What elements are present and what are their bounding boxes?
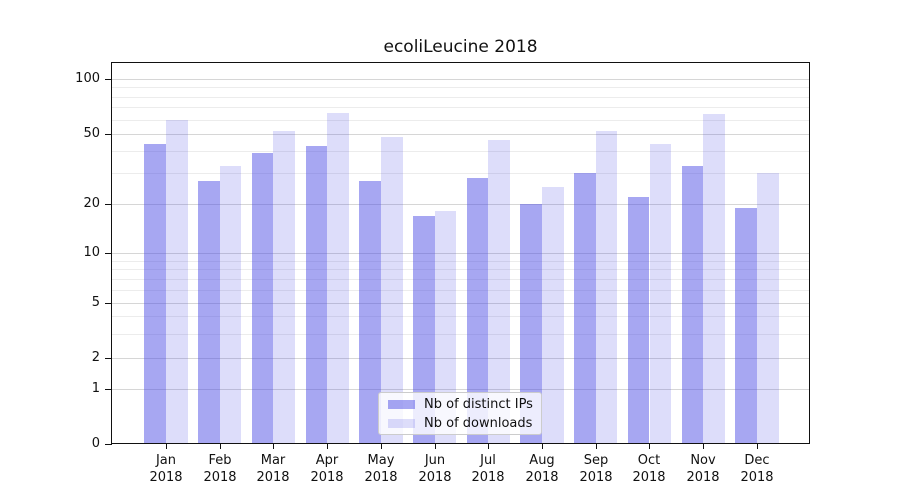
y-tick-mark <box>105 358 112 359</box>
bar-downloads <box>380 137 403 443</box>
x-tick-mark <box>596 444 597 449</box>
chart-title: ecoliLeucine 2018 <box>383 37 538 57</box>
y-tick-mark <box>105 204 112 205</box>
x-tick-mark <box>381 444 382 449</box>
y-tick-label: 5 <box>91 295 100 310</box>
bar-downloads <box>703 114 725 443</box>
y-tick-label: 2 <box>91 350 100 365</box>
gridline-minor <box>112 120 809 121</box>
x-tick-mark <box>542 444 543 449</box>
x-tick-label: Feb 2018 <box>203 453 237 485</box>
gridline-minor <box>112 279 809 280</box>
bar-downloads <box>434 211 457 443</box>
gridline-minor <box>112 334 809 335</box>
bar-distinct-ips <box>359 181 381 443</box>
x-tick-label: Oct 2018 <box>632 453 666 485</box>
legend: Nb of distinct IPs Nb of downloads <box>378 392 542 435</box>
bar-downloads <box>595 130 618 443</box>
bar-distinct-ips <box>466 178 489 443</box>
x-tick-label: Nov 2018 <box>686 453 720 485</box>
gridline-minor <box>112 87 809 88</box>
y-tick-mark <box>105 389 112 390</box>
bar-distinct-ips <box>198 181 220 443</box>
gridline-major <box>112 134 809 135</box>
bar-distinct-ips <box>520 204 542 443</box>
x-tick-mark <box>166 444 167 449</box>
legend-entry-downloads: Nb of downloads <box>388 416 532 431</box>
x-tick-mark <box>273 444 274 449</box>
y-tick-label: 0 <box>91 436 100 451</box>
bar-downloads <box>219 165 242 443</box>
y-tick-mark <box>105 303 112 304</box>
y-tick-mark <box>105 444 112 445</box>
x-tick-label: Apr 2018 <box>310 453 344 485</box>
bar-distinct-ips <box>305 145 328 443</box>
x-tick-label: Jul 2018 <box>471 453 505 485</box>
gridline-minor <box>112 316 809 317</box>
gridline-minor <box>112 269 809 270</box>
bar-downloads <box>273 130 296 443</box>
y-tick-mark <box>105 253 112 254</box>
bar-distinct-ips <box>574 173 596 443</box>
bar-distinct-ips <box>627 196 650 443</box>
x-tick-label: Dec 2018 <box>740 453 774 485</box>
x-tick-label: Jan 2018 <box>149 453 183 485</box>
gridline-minor <box>112 261 809 262</box>
gridline-major <box>112 358 809 359</box>
x-tick-label: Sep 2018 <box>579 453 613 485</box>
bar-downloads <box>327 113 349 443</box>
y-tick-mark <box>105 134 112 135</box>
y-tick-label: 1 <box>91 381 100 396</box>
gridline-major <box>112 303 809 304</box>
bar-downloads <box>542 187 564 443</box>
gridline-major <box>112 79 809 80</box>
y-tick-label: 100 <box>75 71 100 86</box>
gridline-minor <box>112 173 809 174</box>
gridline-minor <box>112 290 809 291</box>
bar-distinct-ips <box>144 143 166 443</box>
bar-downloads <box>649 143 672 443</box>
y-tick-label: 50 <box>83 126 100 141</box>
gridline-major <box>112 204 809 205</box>
x-tick-mark <box>327 444 328 449</box>
x-tick-mark <box>435 444 436 449</box>
gridline-minor <box>112 151 809 152</box>
bar-distinct-ips <box>412 215 435 443</box>
x-tick-label: Mar 2018 <box>256 453 290 485</box>
legend-swatch-distinct-ips <box>388 399 415 409</box>
x-tick-mark <box>703 444 704 449</box>
x-tick-mark <box>220 444 221 449</box>
gridline-minor <box>112 107 809 108</box>
gridline-major <box>112 253 809 254</box>
y-tick-label: 10 <box>83 245 100 260</box>
bar-downloads <box>756 173 779 443</box>
x-tick-mark <box>757 444 758 449</box>
bar-downloads <box>166 119 188 443</box>
x-tick-mark <box>488 444 489 449</box>
legend-entry-distinct-ips: Nb of distinct IPs <box>388 396 533 412</box>
bar-downloads <box>488 140 510 443</box>
legend-swatch-downloads <box>388 418 415 428</box>
gridline-minor <box>112 97 809 98</box>
y-tick-mark <box>105 79 112 80</box>
x-tick-label: May 2018 <box>364 453 398 485</box>
bar-distinct-ips <box>735 207 757 443</box>
legend-label-downloads: Nb of downloads <box>424 415 533 431</box>
x-tick-label: Aug 2018 <box>525 453 559 485</box>
x-tick-label: Jun 2018 <box>418 453 452 485</box>
y-tick-label: 20 <box>83 196 100 211</box>
gridline-major <box>112 389 809 390</box>
bar-distinct-ips <box>251 153 274 443</box>
bar-distinct-ips <box>681 165 704 443</box>
x-tick-mark <box>649 444 650 449</box>
legend-label-distinct-ips: Nb of distinct IPs <box>424 396 533 412</box>
